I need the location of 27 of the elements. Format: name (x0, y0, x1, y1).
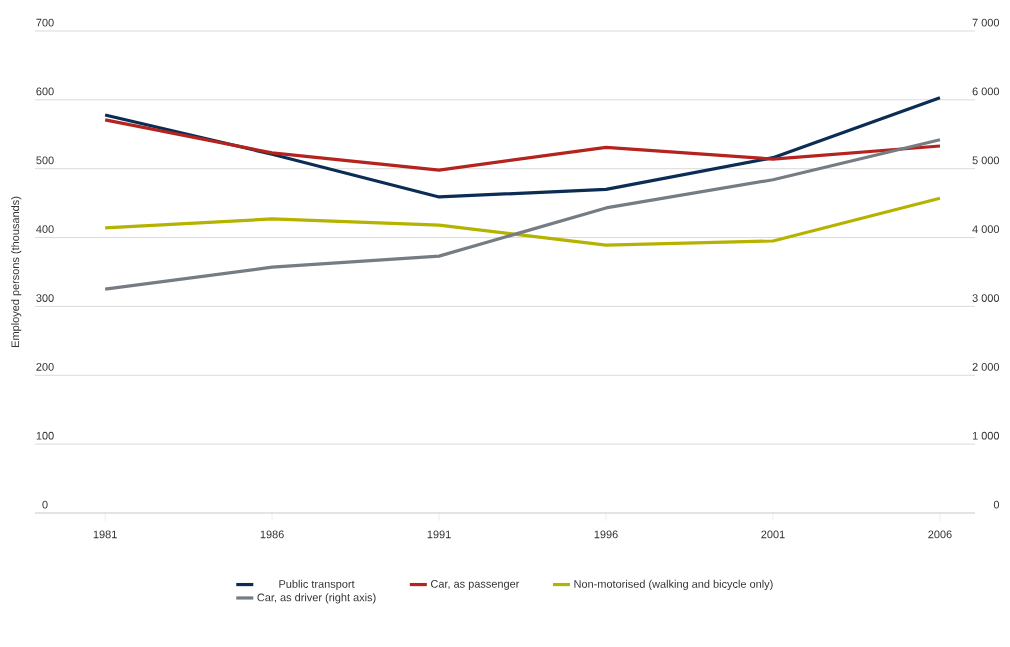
y2-tick-label: 3 000 (972, 294, 1000, 302)
y-tick-label: 400 (36, 225, 54, 234)
legend-label: Car, as passenger (430, 579, 520, 590)
x-tick-label: 1996 (594, 530, 618, 539)
y2-tick-label: 2 000 (972, 363, 1000, 371)
y-axis-title: Employed persons (thousands) (11, 196, 22, 347)
y-tick-label: 0 (42, 500, 48, 509)
y-tick-label: 600 (36, 87, 54, 96)
x-tick-label: 1986 (260, 530, 284, 539)
legend-label: Public transport (279, 579, 355, 591)
legend-label: Non-motorised (walking and bicycle only) (574, 579, 773, 591)
y2-tick-label: 5 000 (972, 156, 1000, 165)
y-tick-label: 700 (36, 18, 54, 27)
y2-tick-label: 1 000 (972, 431, 1000, 440)
y2-tick-label: 7 000 (972, 18, 1000, 27)
y-tick-label: 100 (36, 431, 54, 440)
legend-label: Car, as driver (right axis) (257, 593, 376, 604)
y-tick-label: 200 (36, 363, 54, 371)
y2-tick-label: 6 000 (972, 87, 1000, 96)
x-tick-label: 2006 (928, 530, 952, 539)
x-tick-label: 1981 (93, 530, 117, 539)
x-tick-label: 2001 (761, 530, 785, 539)
y2-tick-label: 4 000 (972, 225, 1000, 234)
y-tick-label: 500 (36, 156, 54, 165)
y2-tick-label: 0 (993, 500, 1000, 509)
x-tick-label: 1991 (427, 530, 451, 539)
y-tick-label: 300 (36, 294, 54, 302)
